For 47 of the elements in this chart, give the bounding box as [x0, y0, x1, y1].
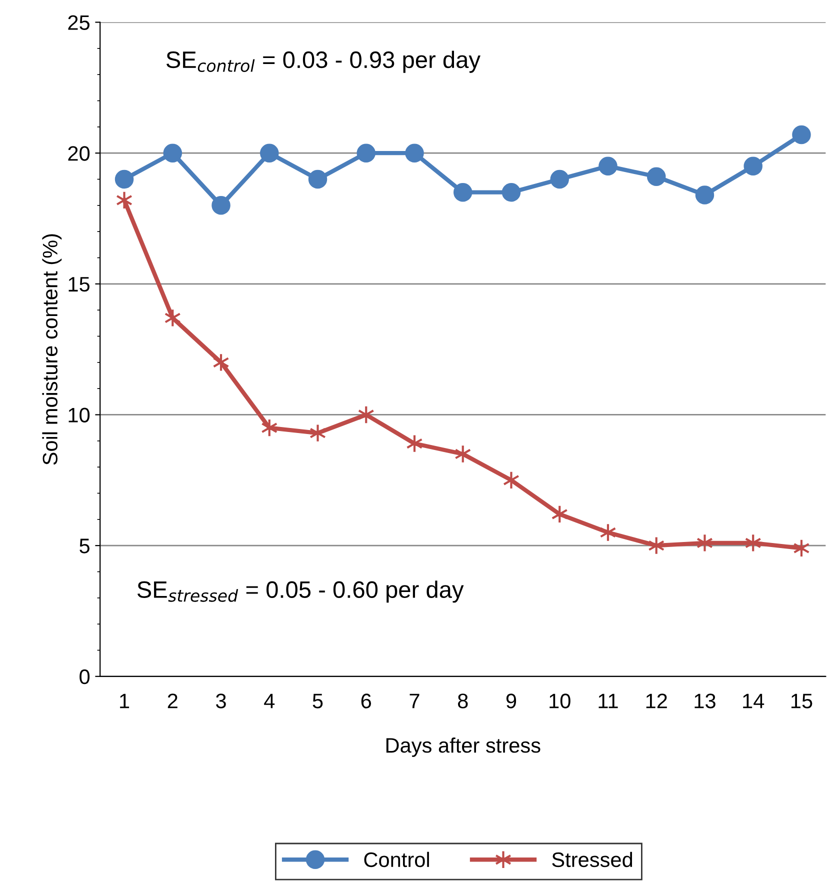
point [744, 156, 762, 176]
point [598, 156, 618, 176]
point [308, 170, 328, 189]
y-tick-label: 5 [80, 538, 90, 554]
point [116, 190, 133, 210]
x-tick-label: 8 [458, 694, 468, 708]
y-axis-title: Soil moisture content (%) [42, 234, 62, 465]
point [453, 182, 472, 202]
legend-label: Stressed [552, 852, 632, 868]
point [792, 125, 811, 144]
point [260, 144, 279, 162]
x-tick-label: 6 [361, 694, 372, 708]
x-tick-label: 13 [694, 694, 716, 708]
y-tick-label: 25 [68, 15, 90, 30]
annotation: SE$_{control}$ = 0.03 - 0.93 per day [166, 50, 480, 73]
point [212, 196, 230, 215]
x-tick-label: 14 [743, 694, 764, 708]
point [648, 536, 665, 555]
point [163, 144, 182, 162]
annotation: SE$_{stressed}$ = 0.05 - 0.60 per day [137, 580, 464, 603]
x-tick-label: 12 [646, 694, 667, 708]
point [502, 182, 521, 202]
x-tick-label: 10 [550, 694, 570, 708]
y-tick-label: 15 [68, 277, 90, 292]
point [114, 170, 134, 189]
x-tick-label: 1 [120, 694, 130, 708]
point [309, 424, 326, 442]
x-tick-label: 15 [791, 694, 812, 708]
y-tick-label: 10 [68, 408, 90, 422]
x-axis-title: Days after stress [386, 738, 540, 757]
x-tick-label: 11 [598, 694, 618, 708]
y-tick-label: 0 [80, 669, 90, 684]
x-tick-label: 4 [264, 694, 275, 708]
point [646, 167, 666, 186]
point [405, 144, 424, 162]
point [502, 470, 520, 490]
y-tick-label: 20 [68, 146, 90, 161]
point [696, 534, 713, 552]
point [550, 170, 569, 189]
legend-label: Control [364, 852, 429, 868]
x-tick-label: 9 [506, 694, 516, 708]
point [356, 144, 376, 162]
x-tick-label: 7 [410, 694, 420, 708]
x-tick-label: 5 [312, 694, 323, 708]
point [695, 186, 714, 204]
x-tick-label: 3 [216, 694, 226, 708]
x-tick-label: 2 [168, 694, 178, 708]
